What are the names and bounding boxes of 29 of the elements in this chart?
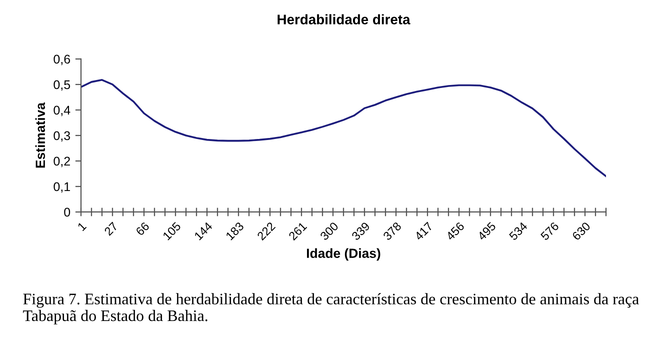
y-tick-label: 0,1	[54, 182, 70, 193]
y-tick-label: 0,3	[54, 131, 70, 142]
x-tick-label: 630	[572, 222, 591, 241]
x-tick-label: 576	[540, 222, 560, 241]
x-tick-label: 495	[476, 222, 496, 241]
y-tick-label: 0	[64, 208, 70, 217]
text: Figura 7. Estimativa de herdabilidade direta de características de crescimento de animais da raça Tabapuã do Estado da Bahia.	[23, 293, 639, 324]
x-tick-label: 222	[256, 222, 276, 241]
x-tick-label: 300	[320, 222, 339, 241]
y-axis-title: Estimativa	[35, 102, 46, 168]
chart-title: Herdabilidade direta	[278, 14, 410, 24]
x-tick-label: 183	[225, 222, 244, 240]
x-tick-label: 339	[351, 222, 370, 241]
x-tick-label: 1	[77, 222, 87, 232]
x-tick-label: 456	[445, 222, 465, 241]
x-tick-label: 261	[288, 222, 308, 241]
x-axis-title: Idade (Dias)	[306, 248, 380, 261]
y-tick-label: 0,5	[54, 80, 70, 91]
x-tick-label: 144	[194, 222, 213, 240]
x-tick-label: 66	[135, 222, 150, 236]
x-tick-label: 534	[508, 221, 528, 241]
y-tick-label: 0,2	[54, 156, 70, 168]
x-tick-label: 417	[414, 222, 434, 241]
y-tick-label: 0,4	[54, 106, 70, 116]
x-tick-label: 105	[162, 222, 182, 240]
x-tick-label: 378	[382, 222, 402, 241]
y-tick-label: 0,6	[54, 54, 70, 66]
line-series	[80, 78, 606, 178]
x-tick-label: 27	[104, 222, 118, 236]
